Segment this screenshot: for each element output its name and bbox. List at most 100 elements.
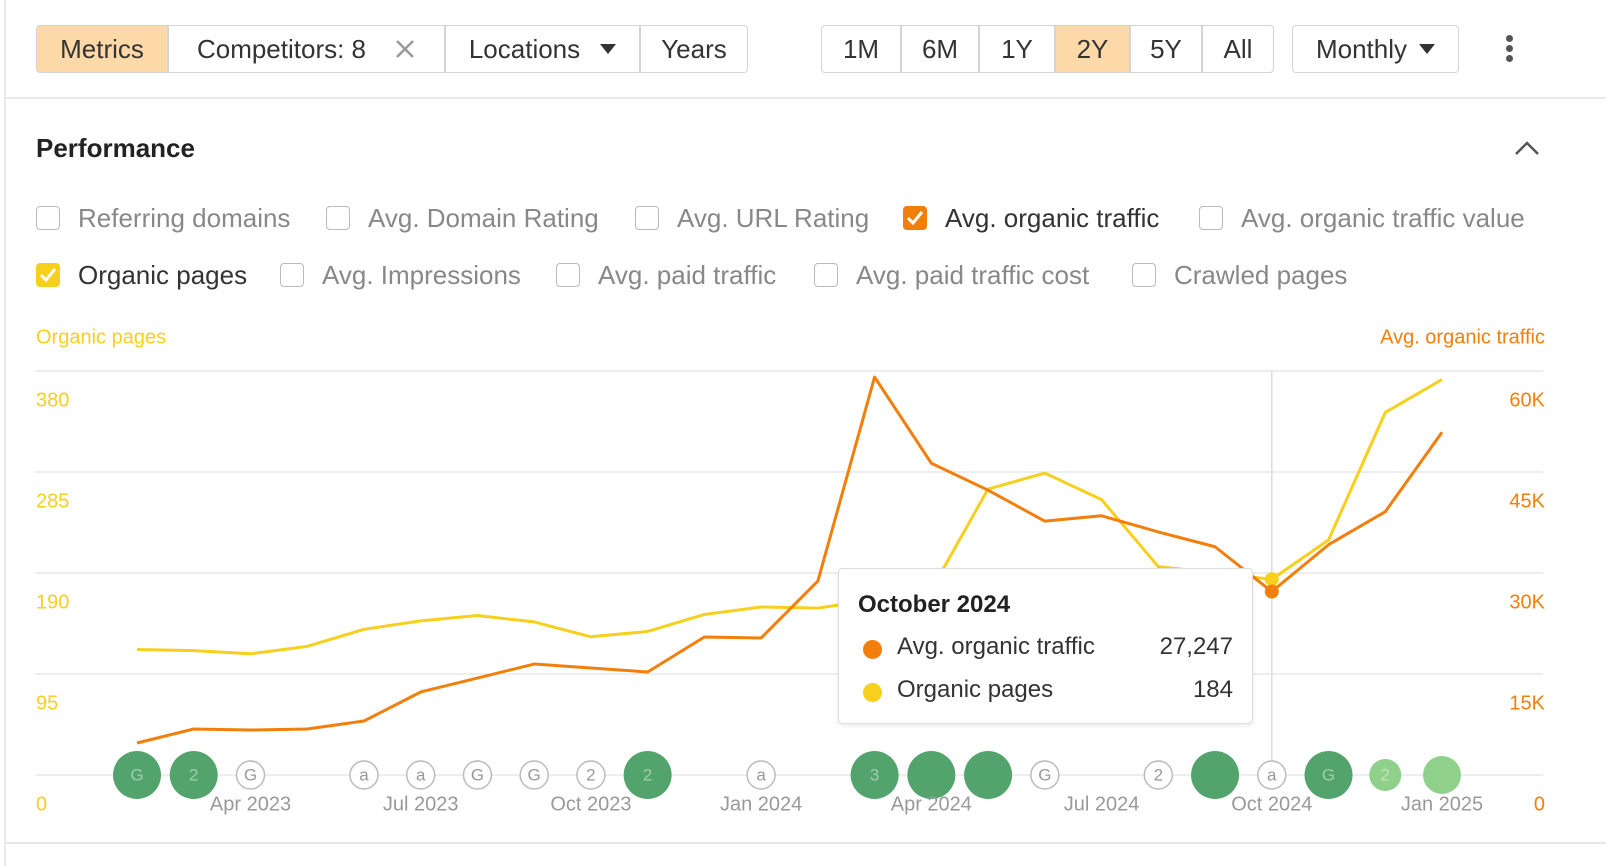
event-label: a xyxy=(416,765,426,784)
clear-icon[interactable] xyxy=(394,38,416,60)
metric-checkbox[interactable]: Avg. Domain Rating xyxy=(326,203,599,233)
filter-label: Years xyxy=(661,33,727,64)
event-marker: G xyxy=(519,760,549,790)
event-marker: 2 xyxy=(576,760,606,790)
event-marker: G xyxy=(113,751,161,799)
event-circle xyxy=(349,760,379,790)
x-tick-label: Apr 2024 xyxy=(891,793,972,815)
interval-label: Monthly xyxy=(1315,33,1408,64)
hover-dot xyxy=(1264,584,1279,599)
collapse-toggle[interactable] xyxy=(1513,138,1543,158)
metric-label: Avg. Impressions xyxy=(322,259,521,290)
event-label: 2 xyxy=(1154,765,1163,784)
event-label: a xyxy=(359,765,369,784)
y2-tick-label: 45K xyxy=(1509,490,1545,512)
x-tick-label: Jan 2024 xyxy=(720,793,802,815)
metric-label: Avg. paid traffic cost xyxy=(856,259,1090,290)
event-marker: a xyxy=(1257,760,1287,790)
y2-tick-label: 15K xyxy=(1509,692,1545,714)
metric-checkbox[interactable]: Avg. organic traffic xyxy=(903,203,1159,233)
metric-checkbox[interactable]: Avg. organic traffic value xyxy=(1199,203,1525,233)
period-button[interactable]: 2Y xyxy=(1055,25,1130,73)
event-marker: 2 xyxy=(1143,760,1174,790)
checkbox xyxy=(1199,206,1223,230)
event-marker: 2 xyxy=(1369,759,1402,791)
event-circle xyxy=(1191,751,1240,799)
event-circle xyxy=(1304,751,1353,799)
event-label: a xyxy=(756,765,766,784)
event-circle xyxy=(1423,756,1461,794)
y-tick-label: 380 xyxy=(36,389,69,411)
checkbox xyxy=(1132,263,1156,287)
event-marker xyxy=(1423,756,1461,794)
event-marker xyxy=(964,751,1013,799)
metric-label: Avg. organic traffic xyxy=(945,202,1160,233)
event-circle xyxy=(964,751,1013,799)
filter-label: Metrics xyxy=(60,33,144,64)
event-label: 2 xyxy=(189,765,198,784)
metric-label: Avg. organic traffic value xyxy=(1241,202,1525,233)
metric-checkbox[interactable]: Avg. Impressions xyxy=(280,260,521,290)
y2-tick-label: 0 xyxy=(1534,793,1545,815)
metric-checkbox[interactable]: Crawled pages xyxy=(1132,260,1347,290)
metric-checkbox[interactable]: Organic pages xyxy=(36,260,247,290)
event-marker: G xyxy=(1030,760,1060,790)
period-button[interactable]: 6M xyxy=(901,25,979,73)
more-menu[interactable] xyxy=(1500,33,1520,65)
y2-tick-label: 60K xyxy=(1509,389,1545,411)
x-tick-label: Jan 2025 xyxy=(1401,793,1483,815)
metric-checkbox[interactable]: Referring domains xyxy=(36,203,290,233)
event-circle xyxy=(462,760,493,790)
tooltip-dot xyxy=(863,640,882,659)
filter-button[interactable]: Locations xyxy=(445,25,640,73)
event-marker: 3 xyxy=(850,751,899,799)
x-tick-label: Oct 2023 xyxy=(550,793,631,815)
event-circle xyxy=(746,760,776,790)
x-tick-label: Jul 2024 xyxy=(1064,793,1140,815)
y2-axis-title: Avg. organic traffic xyxy=(1380,326,1545,348)
bottom-border xyxy=(4,842,1606,844)
y-tick-label: 0 xyxy=(36,793,47,815)
dropdown-caret xyxy=(1419,44,1436,54)
event-marker: 2 xyxy=(623,751,672,799)
event-circle xyxy=(405,760,436,790)
filter-label: Locations xyxy=(468,33,581,64)
checkbox xyxy=(326,206,350,230)
checkbox xyxy=(556,263,580,287)
metric-label: Crawled pages xyxy=(1174,259,1348,290)
event-circle xyxy=(1030,760,1060,790)
event-marker xyxy=(907,751,956,799)
event-label: G xyxy=(244,765,257,784)
section-title: Performance xyxy=(36,133,195,163)
filter-button[interactable]: Competitors: 8 xyxy=(168,25,445,73)
metric-label: Avg. URL Rating xyxy=(677,202,870,233)
event-marker: a xyxy=(746,760,776,790)
x-tick-label: Oct 2024 xyxy=(1231,793,1312,815)
x-tick-label: Jul 2023 xyxy=(383,793,459,815)
metric-checkbox[interactable]: Avg. URL Rating xyxy=(635,203,869,233)
period-button[interactable]: All xyxy=(1202,25,1274,73)
y-axis-title: Organic pages xyxy=(36,326,166,348)
event-marker: G xyxy=(462,760,493,790)
dropdown-caret xyxy=(600,44,617,54)
checkbox xyxy=(36,206,60,230)
event-label: 3 xyxy=(870,765,879,784)
event-label: 2 xyxy=(586,765,595,784)
y-tick-label: 285 xyxy=(36,490,69,512)
event-circle xyxy=(907,751,956,799)
event-circle xyxy=(113,751,161,799)
metric-checkbox[interactable]: Avg. paid traffic cost xyxy=(814,260,1089,290)
period-button[interactable]: 1Y xyxy=(979,25,1055,73)
tooltip-title: October 2024 xyxy=(858,591,1011,618)
period-button[interactable]: 5Y xyxy=(1130,25,1202,73)
metric-checkbox[interactable]: Avg. paid traffic xyxy=(556,260,776,290)
event-circle xyxy=(576,760,606,790)
checkbox xyxy=(280,263,304,287)
period-button[interactable]: 1M xyxy=(821,25,901,73)
interval-dropdown[interactable]: Monthly xyxy=(1292,25,1459,73)
event-circle xyxy=(1143,760,1174,790)
filter-button[interactable]: Metrics xyxy=(36,25,168,73)
y2-tick-label: 30K xyxy=(1509,591,1545,613)
filter-button[interactable]: Years xyxy=(640,25,748,73)
y-tick-label: 190 xyxy=(36,591,69,613)
